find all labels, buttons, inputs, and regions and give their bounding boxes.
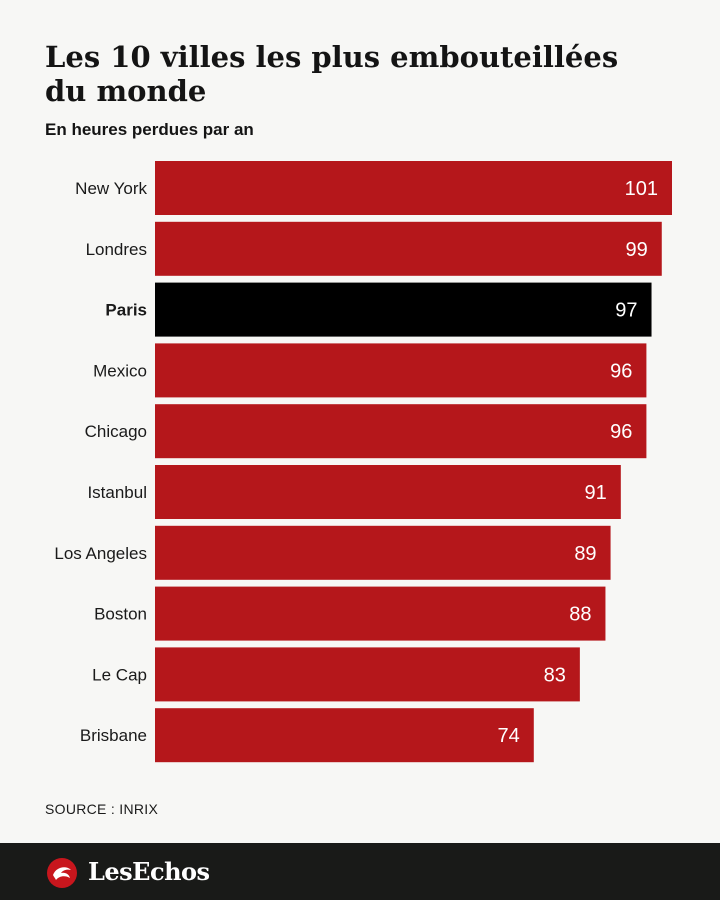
value-label: 89 xyxy=(574,543,596,565)
value-label: 83 xyxy=(544,664,566,686)
value-label: 97 xyxy=(615,300,637,322)
category-label: Le Cap xyxy=(92,665,147,684)
bar-chart: New York 101 Londres 99 Paris 97 Mexico 96 Chica… xyxy=(54,161,672,763)
category-label: Boston xyxy=(94,605,147,624)
bar-londres xyxy=(155,221,662,276)
category-label: Mexico xyxy=(93,361,147,380)
value-label: 101 xyxy=(625,178,658,200)
chart-title: Les 10 villes les plus embouteillées du … xyxy=(45,40,619,108)
category-label: Paris xyxy=(105,301,147,320)
category-label: Istanbul xyxy=(87,483,147,502)
brand-logo-text: LesEchos xyxy=(88,857,210,886)
value-label: 88 xyxy=(569,604,591,626)
bar-brisbane xyxy=(155,708,534,763)
bar-le-cap xyxy=(155,647,580,702)
value-label: 74 xyxy=(498,725,520,747)
bar-paris xyxy=(155,282,652,337)
category-label: Londres xyxy=(86,240,147,259)
bar-mexico xyxy=(155,343,647,398)
category-label: Brisbane xyxy=(80,726,147,745)
category-label: Chicago xyxy=(85,422,147,441)
bar-los-angeles xyxy=(155,525,611,580)
bar-boston xyxy=(155,586,606,641)
value-label: 91 xyxy=(585,482,607,504)
category-label: Los Angeles xyxy=(54,544,147,563)
value-label: 96 xyxy=(610,360,632,382)
source-note: SOURCE : INRIX xyxy=(45,801,159,817)
bar-new-york xyxy=(155,161,672,215)
bar-chicago xyxy=(155,404,647,459)
bar-istanbul xyxy=(155,465,621,519)
footer-bar: LesEchos xyxy=(0,843,720,900)
category-label: New York xyxy=(75,179,147,198)
chart-subtitle: En heures perdues par an xyxy=(45,120,254,139)
value-label: 99 xyxy=(626,239,648,261)
value-label: 96 xyxy=(610,421,632,443)
les-echos-logo-icon xyxy=(47,858,77,888)
